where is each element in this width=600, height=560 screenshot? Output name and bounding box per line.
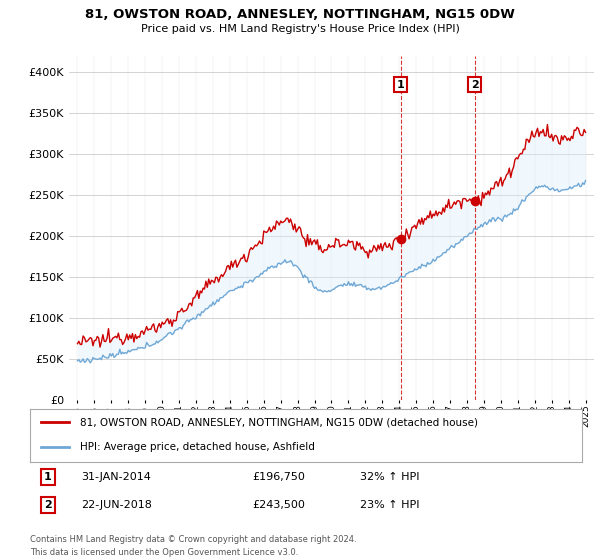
Text: Price paid vs. HM Land Registry's House Price Index (HPI): Price paid vs. HM Land Registry's House … — [140, 24, 460, 34]
Text: 1: 1 — [44, 472, 52, 482]
Text: £243,500: £243,500 — [252, 500, 305, 510]
Text: 1: 1 — [397, 80, 404, 90]
Text: HPI: Average price, detached house, Ashfield: HPI: Average price, detached house, Ashf… — [80, 442, 314, 452]
Text: 31-JAN-2014: 31-JAN-2014 — [81, 472, 151, 482]
Text: This data is licensed under the Open Government Licence v3.0.: This data is licensed under the Open Gov… — [30, 548, 298, 557]
Text: 2: 2 — [471, 80, 479, 90]
Text: 81, OWSTON ROAD, ANNESLEY, NOTTINGHAM, NG15 0DW: 81, OWSTON ROAD, ANNESLEY, NOTTINGHAM, N… — [85, 8, 515, 21]
Text: 81, OWSTON ROAD, ANNESLEY, NOTTINGHAM, NG15 0DW (detached house): 81, OWSTON ROAD, ANNESLEY, NOTTINGHAM, N… — [80, 417, 478, 427]
Text: Contains HM Land Registry data © Crown copyright and database right 2024.: Contains HM Land Registry data © Crown c… — [30, 535, 356, 544]
Text: 2: 2 — [44, 500, 52, 510]
Text: 23% ↑ HPI: 23% ↑ HPI — [360, 500, 419, 510]
Text: 22-JUN-2018: 22-JUN-2018 — [81, 500, 152, 510]
Text: 32% ↑ HPI: 32% ↑ HPI — [360, 472, 419, 482]
Text: £196,750: £196,750 — [252, 472, 305, 482]
